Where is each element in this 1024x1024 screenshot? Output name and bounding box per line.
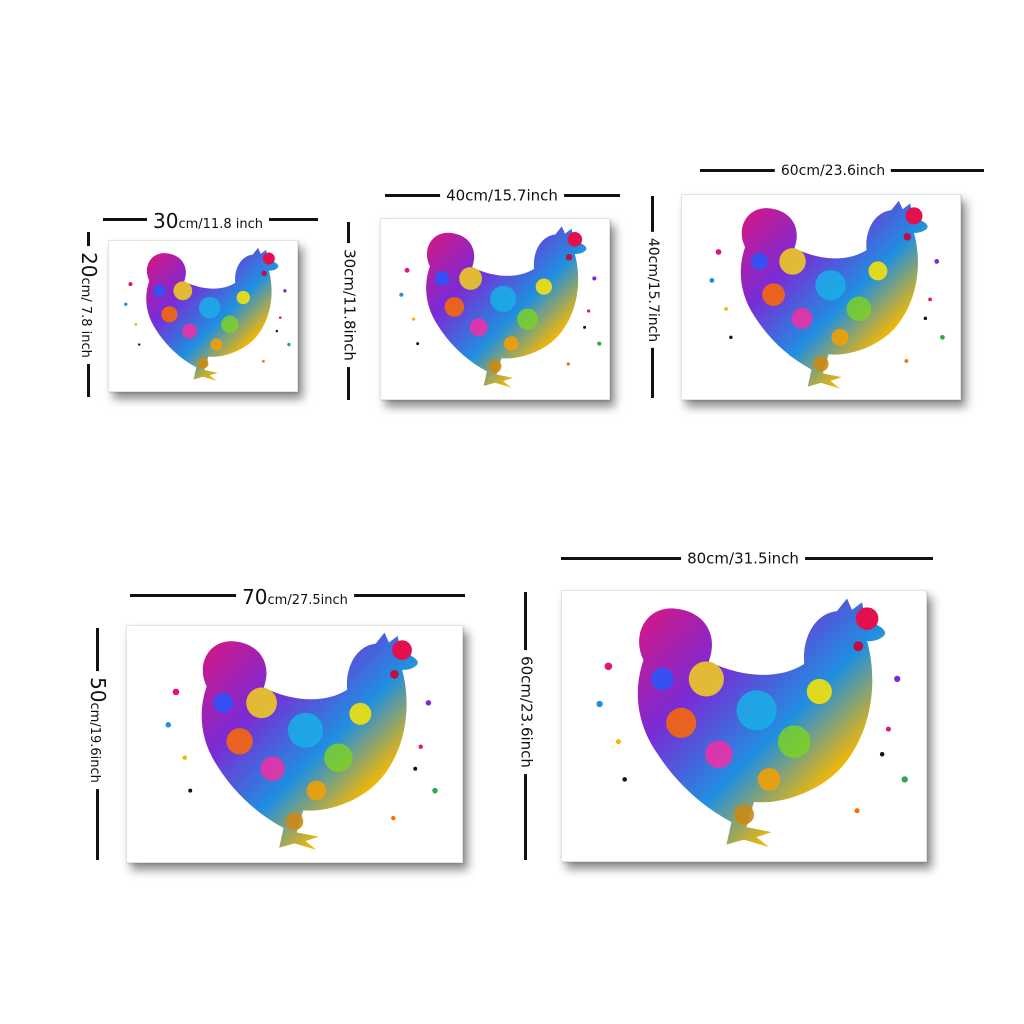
- width-dimension-label: 70cm/27.5inch: [236, 587, 354, 607]
- height-dimension-label: 20cm/ 7.8 inch: [77, 246, 101, 364]
- watercolor-chicken-icon: [399, 226, 602, 388]
- width-dimension-label: 60cm/23.6inch: [774, 164, 892, 178]
- height-dimension-label: 50cm/19.6inch: [86, 671, 110, 789]
- width-dimension-label: 30cm/11.8 inch: [147, 211, 269, 231]
- watercolor-chicken-icon: [709, 200, 945, 389]
- canvas-print-60x40: [681, 194, 961, 400]
- watercolor-chicken-icon: [165, 632, 438, 850]
- height-dimension-label: 30cm/11.8inch: [341, 243, 359, 367]
- canvas-print-40x30: [380, 218, 610, 400]
- width-dimension-label: 80cm/31.5inch: [681, 551, 805, 567]
- height-dimension-label: 60cm/23.6inch: [518, 650, 536, 774]
- width-dimension-label: 40cm/15.7inch: [440, 188, 564, 204]
- height-dimension-label: 40cm/15.7inch: [645, 231, 661, 349]
- watercolor-chicken-icon: [124, 247, 291, 381]
- canvas-print-70x50: [126, 625, 463, 863]
- canvas-print-80x60: [561, 590, 927, 862]
- watercolor-chicken-icon: [596, 598, 908, 848]
- canvas-print-30x20: [108, 240, 298, 392]
